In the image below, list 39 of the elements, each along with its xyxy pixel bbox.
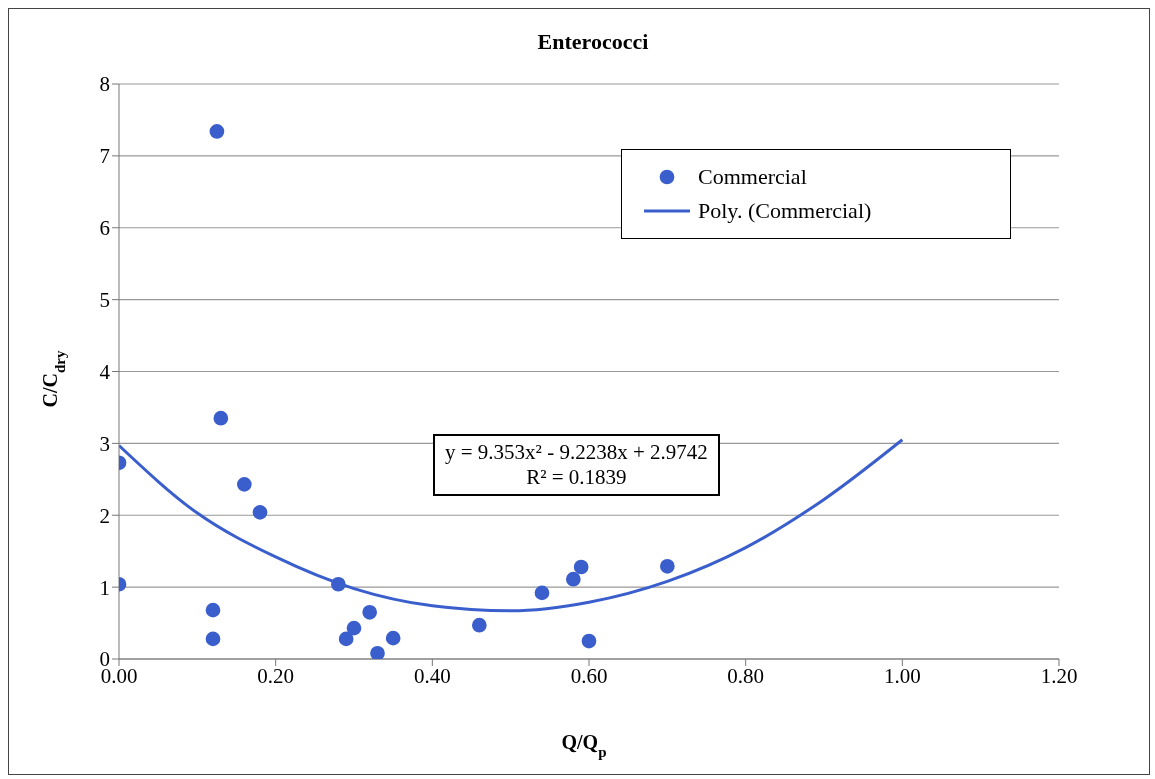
y-tick-label: 5 — [99, 288, 110, 313]
legend-label: Commercial — [698, 164, 807, 190]
point — [252, 505, 268, 520]
annotation: y = 9.353x² - 9.2238x + 2.9742 — [445, 440, 708, 466]
y-tick-label: 4 — [99, 359, 111, 384]
legend-label: Poly. (Commercial) — [698, 198, 872, 224]
x-tick-label: 0.40 — [413, 663, 451, 688]
point — [338, 631, 354, 647]
y-tick-label: 7 — [99, 144, 110, 169]
y-tick-label: 8 — [99, 72, 110, 97]
x-axis-title: Q/Q$_{p}$ — [561, 731, 607, 760]
y-tick-label: 6 — [99, 216, 110, 241]
point — [471, 617, 487, 633]
point — [581, 633, 597, 649]
x-tick-label: 0.80 — [727, 663, 765, 688]
point — [330, 576, 346, 592]
x-tick-label: 0.20 — [257, 663, 295, 688]
point — [205, 602, 221, 618]
point — [573, 559, 589, 575]
point — [346, 620, 362, 636]
point — [236, 477, 252, 492]
annotation: R² = 0.1839 — [525, 465, 628, 491]
x-tick-label: 1.00 — [883, 663, 921, 688]
point — [205, 631, 221, 647]
point — [385, 630, 401, 646]
point — [209, 124, 225, 139]
x-tick-label: 0.60 — [570, 663, 608, 688]
y-tick-label: 3 — [99, 431, 110, 456]
chart-title: Enterococci — [537, 29, 649, 54]
point — [565, 571, 581, 587]
point — [370, 645, 385, 659]
point — [213, 410, 229, 426]
point — [362, 604, 378, 620]
point — [659, 558, 675, 574]
y-tick-label: 2 — [99, 503, 110, 528]
line-series — [119, 438, 904, 613]
x-tick-label: 1.20 — [1040, 663, 1078, 688]
point — [534, 585, 550, 601]
y-tick-label: 1 — [99, 575, 110, 600]
